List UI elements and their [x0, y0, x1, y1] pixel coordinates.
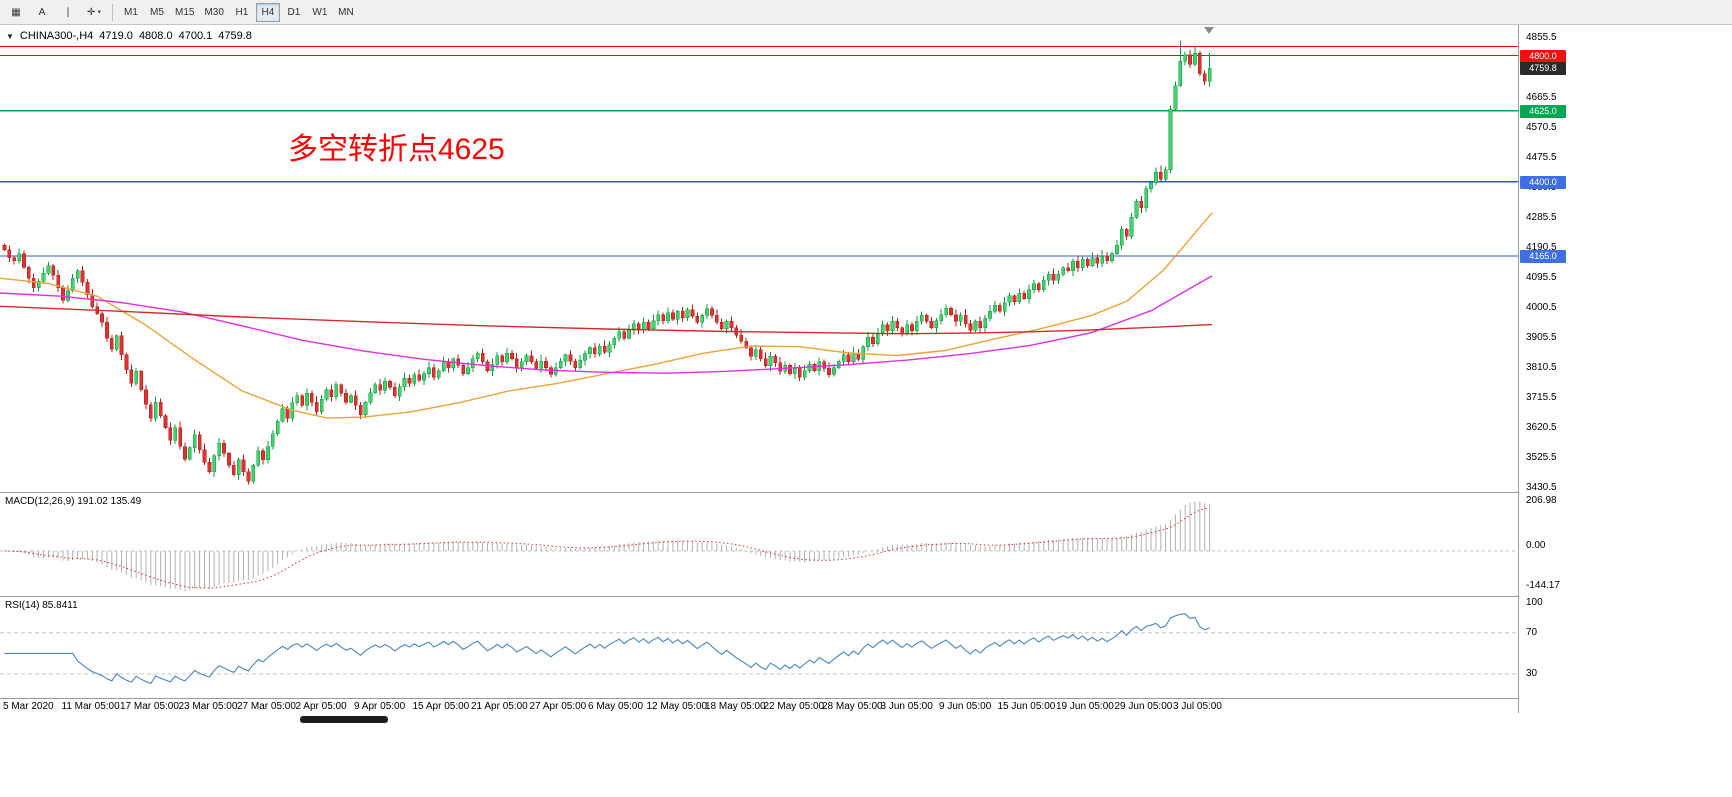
toolbar-tools-group: ▦ A ∣ ✛ ▾ [3, 3, 107, 22]
scrollbar-thumb[interactable] [300, 716, 388, 723]
timeframe-button-m5[interactable]: M5 [150, 6, 164, 18]
price-level-badge: 4165.0 [1520, 250, 1566, 264]
rsi-chart[interactable] [0, 597, 1518, 698]
price-tick: 4855.5 [1526, 32, 1557, 43]
chart-shift-marker-icon[interactable] [1204, 27, 1214, 34]
collapse-triangle-icon[interactable]: ▼ [6, 31, 14, 41]
toolbar-separator [112, 3, 113, 21]
time-axis-label: 29 Jun 05:00 [1114, 701, 1173, 712]
text-tool-button[interactable]: A [38, 6, 46, 18]
price-level-badge: 4625.0 [1520, 104, 1566, 118]
price-level-badge: 4400.0 [1520, 175, 1566, 189]
macd-panel[interactable]: MACD(12,26,9) 191.02 135.49 [0, 492, 1518, 596]
vline-tool-button[interactable]: ∣ [65, 6, 71, 18]
symbol-period-label: CHINA300-,H4 [19, 30, 94, 42]
rsi-panel[interactable]: RSI(14) 85.8411 [0, 596, 1518, 698]
time-axis-label: 27 Apr 05:00 [529, 701, 587, 712]
time-axis-label: 15 Apr 05:00 [412, 701, 470, 712]
timeframe-button-m15[interactable]: M15 [175, 6, 195, 18]
rsi-scale-label: 30 [1526, 667, 1538, 679]
chart-annotation-text: 多空转折点4625 [288, 133, 505, 166]
price-tick: 3905.5 [1526, 332, 1557, 343]
time-axis-label: 17 Mar 05:00 [120, 701, 179, 712]
price-tick: 3620.5 [1526, 422, 1557, 433]
time-axis-label: 28 May 05:00 [822, 701, 883, 712]
price-tick: 4095.5 [1526, 272, 1557, 283]
rsi-label: RSI(14) 85.8411 [5, 600, 78, 611]
price-tick: 4000.5 [1526, 302, 1557, 313]
timeframe-button-mn[interactable]: MN [338, 6, 354, 18]
time-axis[interactable]: 5 Mar 2020 11 Mar 05:00 17 Mar 05:00 23 Mar… [0, 698, 1518, 713]
candlestick-chart[interactable] [0, 25, 1518, 492]
price-tick: 3715.5 [1526, 392, 1557, 403]
close-value: 4759.8 [218, 30, 252, 42]
time-axis-label: 23 Mar 05:00 [178, 701, 238, 712]
high-value: 4808.0 [138, 30, 173, 42]
chart-title: ▼ CHINA300-,H4 4719.0 4808.0 4700.1 4759… [6, 30, 252, 42]
price-tick: 4665.5 [1526, 92, 1557, 103]
time-axis-label: 3 Jul 05:00 [1173, 701, 1222, 712]
timeframe-button-d1[interactable]: D1 [287, 6, 301, 18]
timeframe-buttons-group: M1 M5 M15 M30 H1 H4 D1 W1 MN [118, 2, 359, 22]
price-tick: 4475.5 [1526, 152, 1557, 163]
time-axis-label: 12 May 05:00 [646, 701, 708, 712]
time-axis-label: 15 Jun 05:00 [997, 701, 1056, 712]
macd-chart[interactable] [0, 493, 1518, 596]
crosshair-tool-button[interactable]: ✛ ▾ [87, 6, 101, 18]
time-axis-label: 19 Jun 05:00 [1056, 701, 1114, 712]
macd-scale-max: 206.98 [1526, 495, 1557, 506]
price-tick: 3430.5 [1526, 482, 1557, 493]
chart-bars-tool-button[interactable]: ▦ [11, 6, 21, 18]
price-tick: 4570.5 [1526, 122, 1557, 133]
timeframe-button-m1[interactable]: M1 [124, 6, 138, 18]
time-axis-label: 18 May 05:00 [705, 701, 766, 712]
price-tick: 3810.5 [1526, 362, 1557, 373]
time-axis-label: 11 Mar 05:00 [61, 701, 120, 712]
rsi-scale-label: 100 [1526, 597, 1543, 609]
current-price-badge: 4759.8 [1520, 62, 1566, 76]
low-value: 4700.1 [178, 30, 213, 42]
time-axis-label: 9 Jun 05:00 [939, 701, 992, 712]
time-axis-label: 22 May 05:00 [763, 701, 825, 712]
bottom-scrollbar-track [0, 713, 1732, 797]
time-axis-label: 21 Apr 05:00 [471, 701, 528, 712]
timeframe-button-m30[interactable]: M30 [204, 6, 224, 18]
time-axis-label: 2 Apr 05:00 [295, 701, 347, 712]
timeframe-button-h1[interactable]: H1 [235, 6, 249, 18]
price-scale[interactable]: 4855.54760.54665.54570.54475.54380.54285… [1518, 25, 1732, 713]
timeframe-button-w1[interactable]: W1 [312, 6, 328, 18]
macd-scale-zero: 0.00 [1526, 540, 1546, 551]
dropdown-caret-icon: ▾ [97, 9, 101, 16]
main-chart-panel[interactable]: ▼ CHINA300-,H4 4719.0 4808.0 4700.1 4759… [0, 25, 1518, 492]
macd-label: MACD(12,26,9) 191.02 135.49 [5, 496, 142, 507]
price-level-badge: 4800.0 [1520, 49, 1566, 63]
price-tick: 4190.5 [1526, 242, 1557, 253]
time-axis-label: 9 Apr 05:00 [354, 701, 406, 712]
time-axis-label: 5 Mar 2020 [3, 701, 54, 712]
open-value: 4719.0 [99, 30, 133, 42]
time-axis-label: 6 May 05:00 [588, 701, 644, 712]
toolbar: ▦ A ∣ ✛ ▾ M1 M5 M15 M30 H1 H4 D1 W1 MN [0, 0, 1732, 25]
time-axis-label: 3 Jun 05:00 [880, 701, 933, 712]
rsi-scale-label: 70 [1526, 626, 1538, 638]
timeframe-button-h4[interactable]: H4 [255, 2, 280, 22]
time-axis-label: 27 Mar 05:00 [237, 701, 296, 712]
price-tick: 3525.5 [1526, 452, 1557, 463]
macd-scale-min: -144.17 [1526, 580, 1560, 591]
price-tick: 4285.5 [1526, 212, 1557, 223]
